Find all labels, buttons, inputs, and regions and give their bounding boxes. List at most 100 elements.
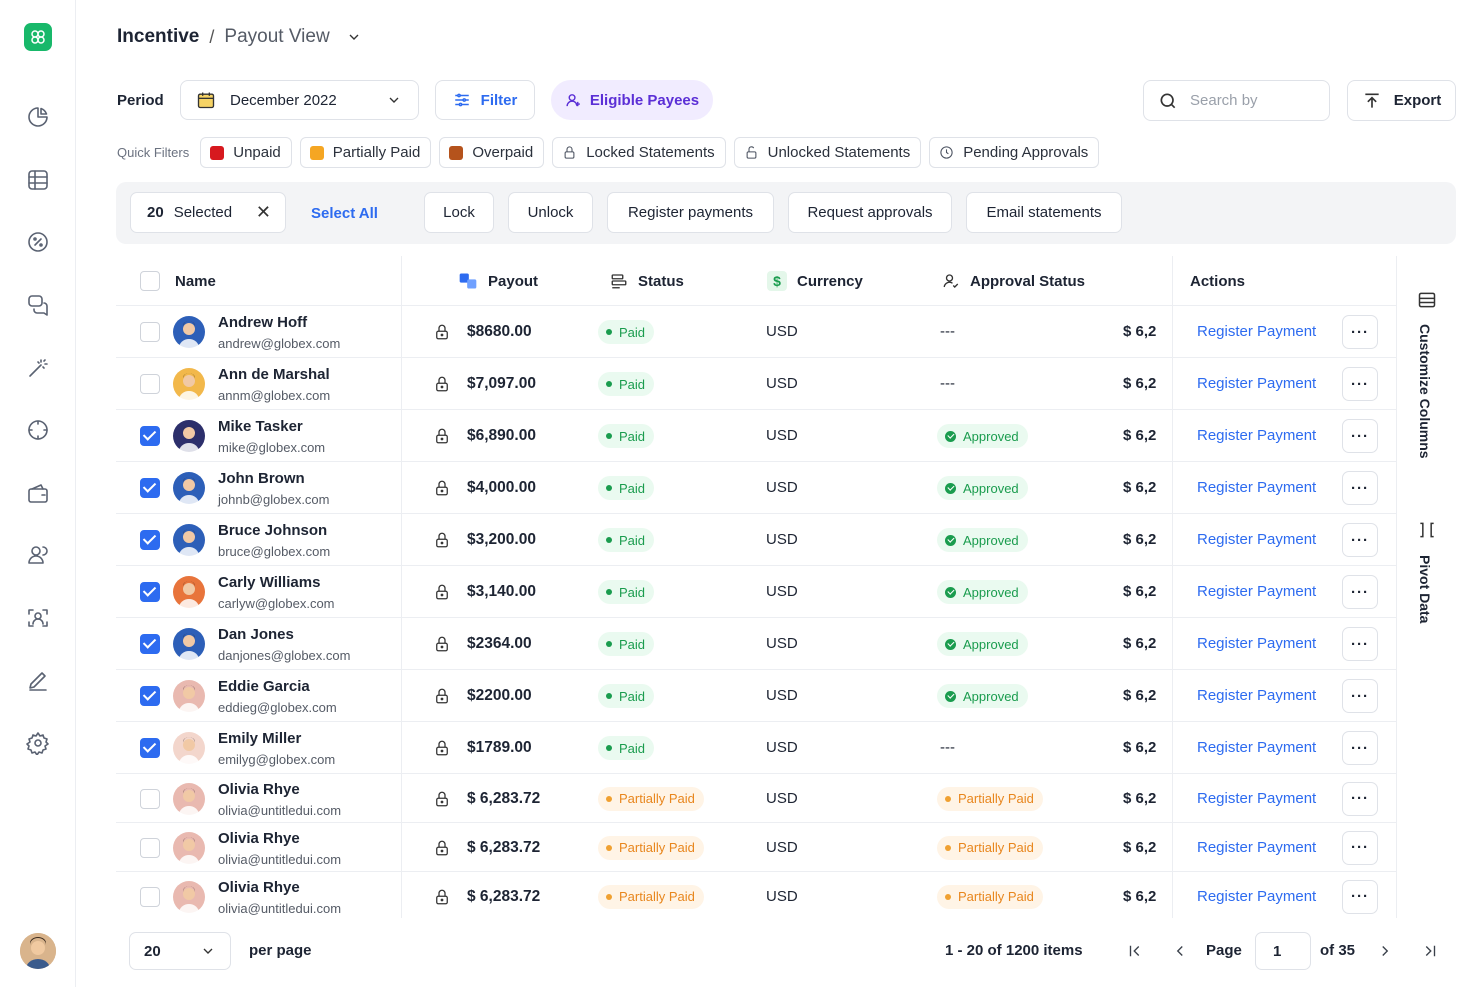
lock-icon[interactable] — [433, 790, 451, 808]
lock-icon[interactable] — [433, 323, 451, 341]
pen-icon[interactable] — [24, 666, 52, 694]
header-status[interactable]: Status — [610, 256, 684, 306]
row-checkbox[interactable] — [140, 478, 160, 498]
register-payment-link[interactable]: Register Payment — [1197, 789, 1317, 807]
lock-button[interactable]: Lock — [424, 192, 494, 233]
circle-icon[interactable] — [24, 416, 52, 444]
quick-filter-pending-approvals[interactable]: Pending Approvals — [929, 137, 1100, 168]
quick-filter-partially-paid[interactable]: Partially Paid — [299, 137, 432, 168]
row-checkbox[interactable] — [140, 837, 160, 858]
chevron-down-icon[interactable] — [346, 29, 362, 45]
pivot-data-toggle[interactable]: Pivot Data — [1417, 555, 1433, 624]
more-options-button[interactable]: ··· — [1342, 523, 1378, 557]
percent-icon[interactable] — [24, 228, 52, 256]
payee-name[interactable]: John Brown — [218, 470, 305, 487]
payee-name[interactable]: Bruce Johnson — [218, 522, 328, 539]
email-statements-button[interactable]: Email statements — [966, 192, 1122, 233]
columns-icon[interactable] — [1417, 290, 1437, 310]
export-button[interactable]: Export — [1347, 80, 1456, 121]
quick-filter-unpaid[interactable]: Unpaid — [200, 137, 292, 168]
row-checkbox[interactable] — [140, 374, 160, 394]
register-payment-link[interactable]: Register Payment — [1197, 838, 1317, 856]
row-checkbox[interactable] — [140, 582, 160, 602]
magic-wand-icon[interactable] — [24, 354, 52, 382]
request-approvals-button[interactable]: Request approvals — [788, 192, 952, 233]
row-checkbox[interactable] — [140, 530, 160, 550]
register-payment-link[interactable]: Register Payment — [1197, 531, 1317, 548]
more-options-button[interactable]: ··· — [1342, 879, 1378, 914]
wallet-icon[interactable] — [24, 480, 52, 508]
more-options-button[interactable]: ··· — [1342, 627, 1378, 661]
last-page-icon[interactable] — [1420, 941, 1440, 961]
per-page-select[interactable]: 20 — [129, 932, 231, 970]
payee-name[interactable]: Olivia Rhye — [218, 878, 300, 896]
page-input[interactable]: 1 — [1255, 932, 1311, 970]
first-page-icon[interactable] — [1125, 941, 1145, 961]
lock-icon[interactable] — [433, 687, 451, 705]
register-payment-link[interactable]: Register Payment — [1197, 479, 1317, 496]
user-avatar[interactable] — [20, 933, 56, 969]
register-payment-link[interactable]: Register Payment — [1197, 687, 1317, 704]
prev-page-icon[interactable] — [1170, 941, 1190, 961]
more-options-button[interactable]: ··· — [1342, 419, 1378, 453]
row-checkbox[interactable] — [140, 788, 160, 809]
lock-icon[interactable] — [433, 479, 451, 497]
register-payment-link[interactable]: Register Payment — [1197, 635, 1317, 652]
row-checkbox[interactable] — [140, 886, 160, 907]
lock-icon[interactable] — [433, 583, 451, 601]
payee-name[interactable]: Emily Miller — [218, 730, 302, 747]
payee-name[interactable]: Andrew Hoff — [218, 314, 308, 331]
chat-icon[interactable] — [24, 290, 52, 318]
payee-name[interactable]: Olivia Rhye — [218, 829, 300, 847]
period-select[interactable]: December 2022 — [180, 80, 419, 120]
register-payment-link[interactable]: Register Payment — [1197, 739, 1317, 756]
more-options-button[interactable]: ··· — [1342, 830, 1378, 865]
more-options-button[interactable]: ··· — [1342, 781, 1378, 816]
select-all-link[interactable]: Select All — [311, 205, 378, 222]
settings-icon[interactable] — [24, 729, 52, 757]
register-payment-link[interactable]: Register Payment — [1197, 427, 1317, 444]
header-currency[interactable]: $ Currency — [767, 256, 863, 306]
user-scan-icon[interactable] — [24, 604, 52, 632]
lock-icon[interactable] — [433, 739, 451, 757]
payee-name[interactable]: Olivia Rhye — [218, 780, 300, 798]
header-approval-status[interactable]: Approval Status — [942, 256, 1085, 306]
more-options-button[interactable]: ··· — [1342, 731, 1378, 765]
row-checkbox[interactable] — [140, 426, 160, 446]
customize-columns-toggle[interactable]: Customize Columns — [1417, 324, 1433, 459]
pivot-icon[interactable] — [1417, 520, 1437, 540]
header-name[interactable]: Name — [175, 256, 216, 306]
payee-name[interactable]: Eddie Garcia — [218, 678, 310, 695]
payee-name[interactable]: Carly Williams — [218, 574, 321, 591]
row-checkbox[interactable] — [140, 738, 160, 758]
more-options-button[interactable]: ··· — [1342, 367, 1378, 401]
lock-icon[interactable] — [433, 427, 451, 445]
close-icon[interactable]: ✕ — [255, 202, 271, 222]
register-payment-link[interactable]: Register Payment — [1197, 583, 1317, 600]
view-selector-label[interactable]: Payout View — [224, 26, 330, 47]
more-options-button[interactable]: ··· — [1342, 471, 1378, 505]
select-all-checkbox[interactable] — [140, 271, 160, 291]
pie-chart-icon[interactable] — [24, 103, 52, 131]
lock-icon[interactable] — [433, 888, 451, 906]
next-page-icon[interactable] — [1375, 941, 1395, 961]
row-checkbox[interactable] — [140, 322, 160, 342]
unlock-button[interactable]: Unlock — [508, 192, 593, 233]
payee-name[interactable]: Ann de Marshal — [218, 366, 330, 383]
grid-icon[interactable] — [24, 166, 52, 194]
search-input[interactable]: Search by — [1143, 80, 1330, 121]
more-options-button[interactable]: ··· — [1342, 679, 1378, 713]
users-icon[interactable] — [24, 541, 52, 569]
lock-icon[interactable] — [433, 375, 451, 393]
eligible-payees-button[interactable]: Eligible Payees — [551, 80, 713, 120]
register-payments-button[interactable]: Register payments — [607, 192, 774, 233]
header-payout[interactable]: Payout — [458, 256, 538, 306]
quick-filter-unlocked-statements[interactable]: Unlocked Statements — [733, 137, 922, 168]
lock-icon[interactable] — [433, 531, 451, 549]
app-logo[interactable] — [24, 23, 52, 51]
filter-button[interactable]: Filter — [435, 80, 535, 120]
lock-icon[interactable] — [433, 839, 451, 857]
more-options-button[interactable]: ··· — [1342, 315, 1378, 349]
lock-icon[interactable] — [433, 635, 451, 653]
payee-name[interactable]: Dan Jones — [218, 626, 294, 643]
